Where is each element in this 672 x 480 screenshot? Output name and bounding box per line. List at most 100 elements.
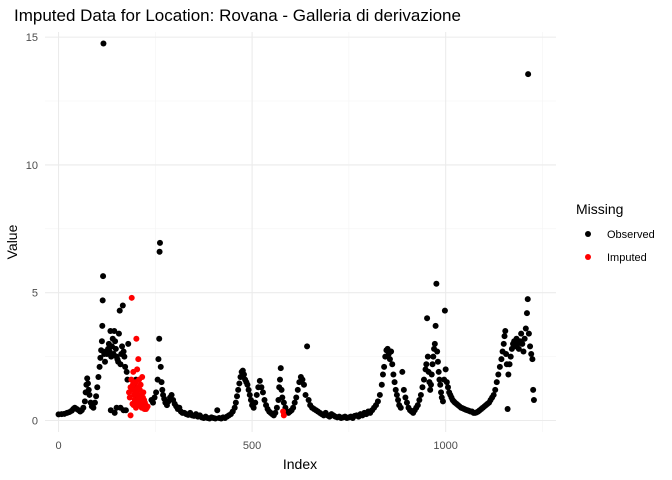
observed-point bbox=[439, 398, 446, 405]
observed-point bbox=[521, 335, 528, 342]
observed-point bbox=[99, 297, 106, 304]
y-axis-title: Value bbox=[4, 224, 20, 259]
observed-points bbox=[55, 40, 537, 422]
observed-point bbox=[433, 280, 440, 287]
observed-point bbox=[441, 307, 448, 314]
observed-point bbox=[259, 389, 266, 396]
y-tick-label: 0 bbox=[32, 415, 38, 427]
observed-point bbox=[525, 71, 532, 78]
observed-point bbox=[116, 307, 123, 314]
observed-point bbox=[261, 397, 268, 404]
observed-point bbox=[96, 363, 103, 370]
observed-point bbox=[430, 353, 437, 360]
observed-point bbox=[258, 384, 265, 391]
imputed-point bbox=[128, 294, 135, 301]
legend-observed-label: Observed bbox=[607, 229, 655, 241]
tick-labels: 0 500 1000 0 5 10 15 bbox=[26, 32, 458, 452]
observed-point bbox=[244, 381, 251, 388]
observed-point bbox=[232, 399, 239, 406]
imputed-point bbox=[144, 403, 151, 410]
observed-point bbox=[300, 381, 307, 388]
observed-point bbox=[293, 394, 300, 401]
observed-point bbox=[500, 340, 507, 347]
observed-point bbox=[424, 353, 431, 360]
observed-point bbox=[278, 386, 285, 393]
observed-point bbox=[443, 379, 450, 386]
observed-point bbox=[397, 404, 404, 411]
observed-point bbox=[374, 398, 381, 405]
observed-point bbox=[501, 333, 508, 340]
observed-point bbox=[434, 358, 441, 365]
observed-point bbox=[150, 399, 157, 406]
observed-point bbox=[97, 354, 104, 361]
observed-point bbox=[498, 356, 505, 363]
observed-point bbox=[159, 386, 166, 393]
observed-point bbox=[379, 371, 386, 378]
observed-point bbox=[305, 397, 312, 404]
observed-point bbox=[123, 368, 130, 375]
observed-point bbox=[112, 345, 119, 352]
observed-point bbox=[393, 391, 400, 398]
observed-point bbox=[245, 386, 252, 393]
observed-point bbox=[93, 393, 100, 400]
observed-point bbox=[157, 363, 164, 370]
observed-point bbox=[424, 315, 431, 322]
observed-point bbox=[273, 404, 280, 411]
observed-point bbox=[506, 361, 513, 368]
observed-point bbox=[391, 379, 398, 386]
observed-point bbox=[84, 380, 91, 387]
observed-point bbox=[522, 325, 529, 332]
observed-point bbox=[302, 391, 309, 398]
imputed-point bbox=[134, 366, 141, 373]
imputed-point bbox=[140, 389, 147, 396]
legend-imputed-swatch bbox=[585, 254, 591, 260]
observed-point bbox=[416, 397, 423, 404]
observed-point bbox=[428, 371, 435, 378]
observed-point bbox=[435, 368, 442, 375]
observed-point bbox=[392, 386, 399, 393]
observed-point bbox=[122, 363, 129, 370]
observed-point bbox=[86, 391, 93, 398]
observed-point bbox=[98, 338, 105, 345]
observed-point bbox=[388, 348, 395, 355]
legend-imputed-label: Imputed bbox=[607, 252, 647, 264]
observed-point bbox=[168, 391, 175, 398]
observed-point bbox=[252, 399, 259, 406]
imputed-point bbox=[280, 412, 287, 419]
observed-point bbox=[427, 381, 434, 388]
observed-point bbox=[246, 391, 253, 398]
observed-point bbox=[240, 371, 247, 378]
observed-point bbox=[280, 399, 287, 406]
observed-point bbox=[158, 379, 165, 386]
observed-point bbox=[434, 348, 441, 355]
observed-point bbox=[402, 394, 409, 401]
observed-point bbox=[420, 376, 427, 383]
observed-point bbox=[378, 381, 385, 388]
observed-point bbox=[111, 328, 118, 335]
observed-point bbox=[279, 394, 286, 401]
imputed-point bbox=[135, 356, 142, 363]
observed-point bbox=[90, 404, 97, 411]
observed-point bbox=[431, 340, 438, 347]
observed-point bbox=[125, 340, 132, 347]
observed-point bbox=[432, 322, 439, 329]
observed-point bbox=[417, 391, 424, 398]
imputed-point bbox=[137, 381, 144, 388]
imputed-point bbox=[139, 374, 146, 381]
observed-point bbox=[403, 399, 410, 406]
observed-point bbox=[120, 407, 127, 414]
x-tick-label: 1000 bbox=[433, 440, 457, 452]
observed-point bbox=[290, 404, 297, 411]
observed-point bbox=[236, 380, 243, 387]
observed-point bbox=[84, 375, 91, 382]
observed-point bbox=[256, 377, 263, 384]
observed-point bbox=[528, 351, 535, 358]
observed-point bbox=[85, 386, 92, 393]
observed-point bbox=[495, 371, 502, 378]
legend: Missing Observed Imputed bbox=[576, 201, 655, 264]
observed-point bbox=[386, 356, 393, 363]
observed-point bbox=[442, 366, 449, 373]
observed-point bbox=[94, 384, 101, 391]
observed-point bbox=[504, 405, 511, 412]
